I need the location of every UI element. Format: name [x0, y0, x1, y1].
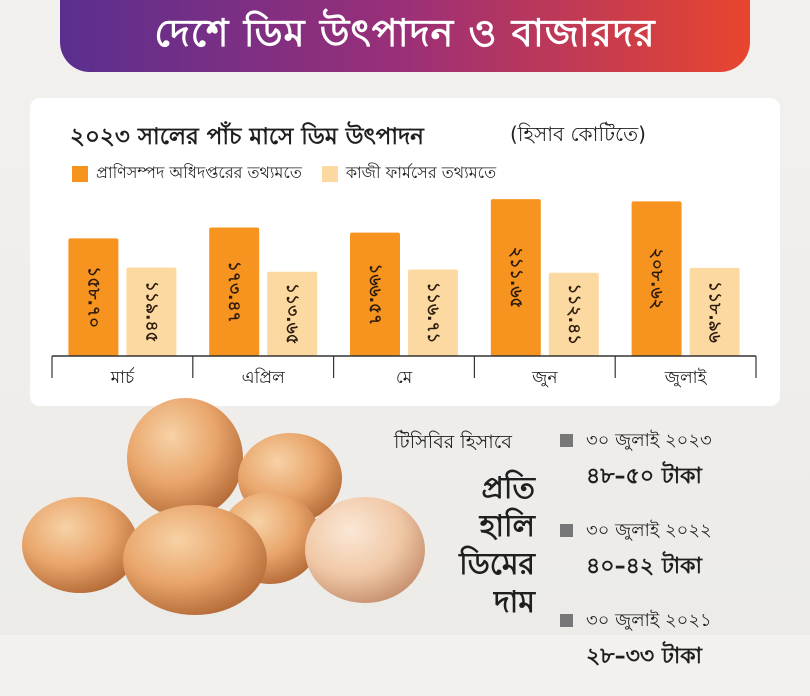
x-tick-label: এপ্রিল [242, 367, 285, 388]
bar-value-label: ২০৮.৬২ [647, 248, 667, 310]
price-amount: ৪৮–৫০ টাকা [586, 464, 702, 489]
x-tick-label: জুন [531, 368, 558, 388]
bullet-square [560, 614, 573, 627]
bullet-square [560, 434, 573, 447]
bar-dls [350, 232, 400, 356]
chart-card: ২০২৩ সালের পাঁচ মাসে ডিম উৎপাদন (হিসাব ক… [30, 98, 780, 406]
legend-label-dls: প্রাণিসম্পদ অধিদপ্তরের তথ্যমতে [96, 163, 302, 182]
price-item: ৩০ জুলাই ২০২১ ২৮–৩৩ টাকা [560, 606, 712, 676]
egg-2 [127, 398, 243, 518]
bar-chart: ১৫৮.৭০ ১১৯.৪৫ মার্চ ১৭৩.৪৭ ১১৩.৬৫ এপ্রিল ১৬৬.৫… [51, 199, 757, 388]
price-amount: ২৮–৩৩ টাকা [586, 644, 702, 669]
bar-value-label: ১৭৩.৪৭ [224, 261, 244, 323]
legend-label-kazi: কাজী ফার্মসের তথ্যমতে [345, 163, 497, 182]
x-tick-label: মে [396, 368, 413, 388]
bar-value-label: ১১৮.৯৬ [705, 281, 725, 343]
side-line-3: ডিমের [459, 547, 535, 582]
legend-item-dls: প্রাণিসম্পদ অধিদপ্তরের তথ্যমতে [72, 160, 302, 187]
bar-value-label: ২১১.৬৫ [506, 247, 526, 309]
bar-kazi [126, 267, 177, 356]
price-item: ৩০ জুলাই ২০২৩ ৪৮–৫০ টাকা [560, 426, 712, 496]
price-list: ৩০ জুলাই ২০২৩ ৪৮–৫০ টাকা ৩০ জুলাই ২০২২ ৪… [560, 426, 712, 696]
egg-5 [123, 505, 267, 615]
side-line-2: হালি [479, 509, 535, 544]
bar-dls [68, 238, 119, 356]
bar-value-label: ১৫৮.৭০ [83, 266, 103, 328]
side-line-4: দাম [493, 585, 535, 620]
bar-kazi [267, 271, 318, 356]
bar-dls [490, 199, 541, 356]
chart-legend: প্রাণিসম্পদ অধিদপ্তরের তথ্যমতে কাজী ফার্… [72, 160, 516, 187]
bar-value-label: ১১৯.৪৫ [141, 281, 161, 343]
price-date: ৩০ জুলাই ২০২২ [586, 520, 712, 541]
bar-kazi [548, 272, 599, 356]
bullet-square [560, 524, 573, 537]
legend-swatch-dls [72, 165, 88, 182]
chart-title: ২০২৩ সালের পাঁচ মাসে ডিম উৎপাদন [70, 124, 424, 150]
bar-value-label: ১১৩.৬৫ [282, 283, 302, 345]
x-tick-label: জুলাই [664, 368, 708, 388]
bar-kazi [408, 269, 458, 356]
price-date: ৩০ জুলাই ২০২৩ [586, 430, 712, 451]
price-date: ৩০ জুলাই ২০২১ [586, 610, 712, 631]
bar-dls [631, 201, 682, 356]
egg-1 [22, 497, 138, 593]
egg-6 [305, 497, 425, 603]
bar-kazi [689, 267, 740, 356]
side-line-1: প্রতি [481, 471, 536, 506]
page-title: দেশে ডিম উৎপাদন ও বাজারদর [154, 11, 656, 55]
legend-swatch-kazi [321, 165, 338, 182]
chart-unit: (হিসাব কোটিতে) [510, 122, 646, 146]
legend-item-kazi: কাজী ফার্মসের তথ্যমতে [321, 160, 497, 187]
eggs-illustration [22, 398, 425, 615]
header-banner: দেশে ডিম উৎপাদন ও বাজারদর [60, 0, 750, 72]
bar-value-label: ১১২.৪১ [564, 284, 584, 346]
x-tick-label: মার্চ [110, 367, 135, 388]
bar-value-label: ১১৬.৭১ [423, 282, 443, 344]
price-amount: ৪০–৪২ টাকা [586, 554, 702, 579]
bar-value-label: ১৬৬.৫৭ [365, 263, 385, 325]
bar-dls [209, 227, 260, 356]
tcb-heading: টিসিবির হিসাবে [394, 431, 512, 453]
price-item: ৩০ জুলাই ২০২২ ৪০–৪২ টাকা [560, 516, 712, 586]
tcb-side-label: প্রতি হালি ডিমের দাম [445, 470, 535, 622]
